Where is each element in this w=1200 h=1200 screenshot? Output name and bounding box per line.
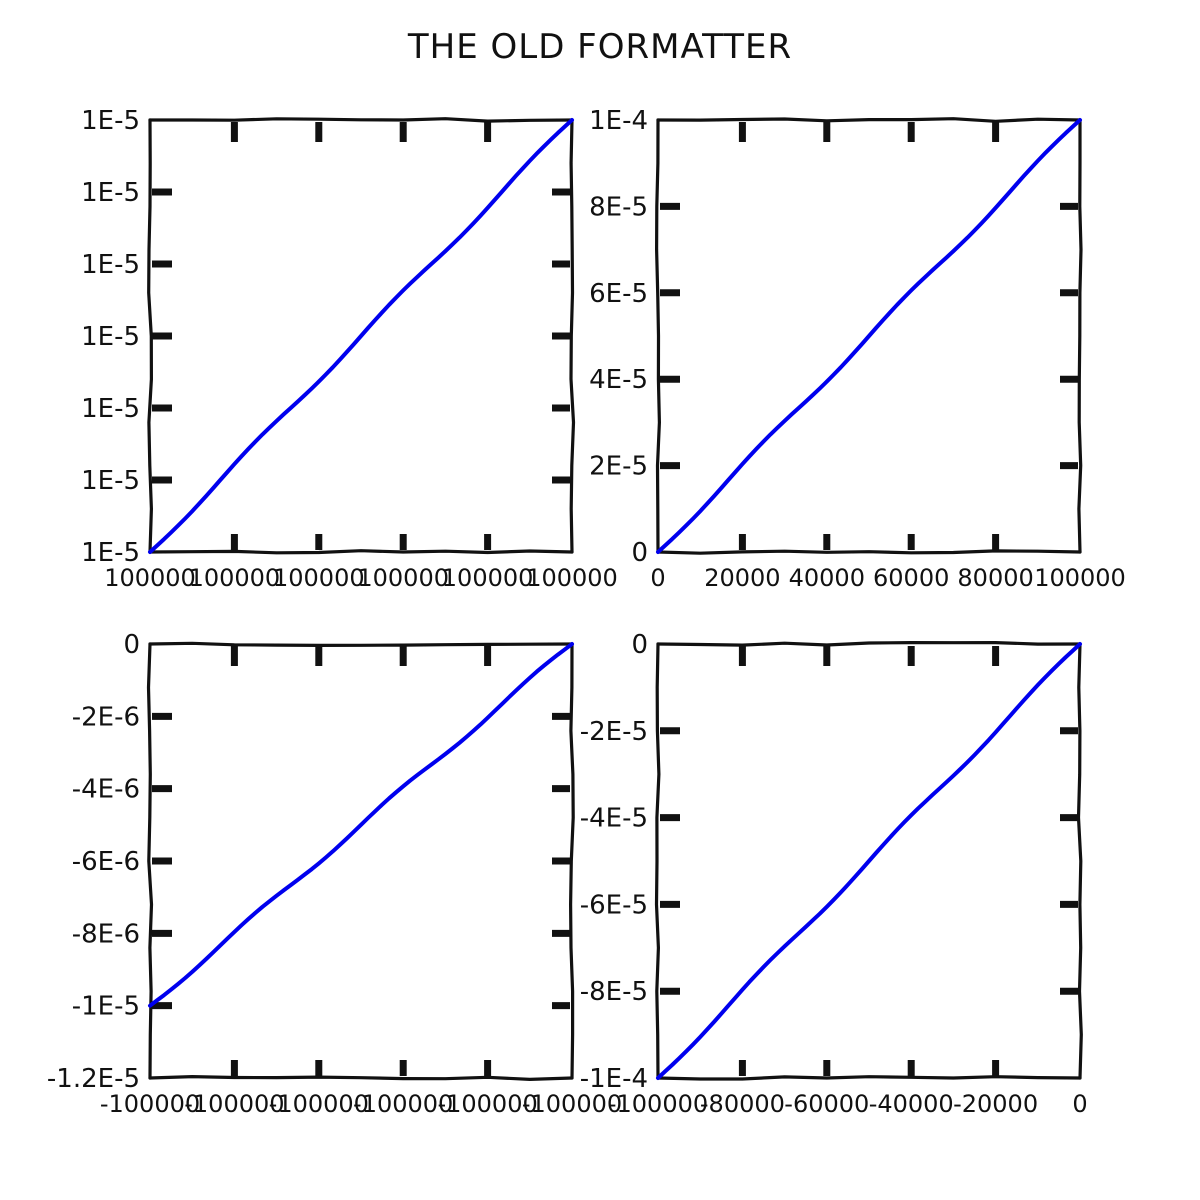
y-tick-label: 2E-5 bbox=[589, 452, 648, 482]
spine-right bbox=[569, 642, 575, 1080]
y-tick-label: -6E-5 bbox=[580, 890, 648, 920]
x-tick-label: -100000 bbox=[437, 1090, 537, 1118]
y-tick-label: 0 bbox=[123, 630, 140, 660]
x-tick-label: -100000 bbox=[353, 1090, 453, 1118]
x-tick-label: 20000 bbox=[704, 564, 780, 592]
x-tick-label: -100000 bbox=[100, 1090, 200, 1118]
x-tick-label: 100000 bbox=[357, 564, 449, 592]
spine-bottom bbox=[656, 1075, 1082, 1081]
spine-bottom bbox=[656, 549, 1082, 555]
y-tick-label: -6E-6 bbox=[72, 847, 140, 877]
y-tick-label: 1E-4 bbox=[589, 106, 648, 136]
y-tick-label: 1E-5 bbox=[81, 394, 140, 424]
subplot-2: 0 20000 40000 60000 80000 100000 0 2E-5 4E-5 6E-5… bbox=[589, 106, 1126, 592]
subplots: 1000001000001000001000001000001000001E-5… bbox=[47, 106, 1126, 1118]
y-tick-label: -1E-4 bbox=[580, 1064, 648, 1094]
y-tick-label: 1E-5 bbox=[81, 322, 140, 352]
spine-top bbox=[656, 117, 1082, 123]
x-tick-label: -100000 bbox=[184, 1090, 284, 1118]
x-tick-label: -100000 bbox=[522, 1090, 622, 1118]
y-tick-label: -1.2E-5 bbox=[47, 1064, 140, 1094]
subplot-3: -100000-100000-100000-100000-100000-1000… bbox=[47, 630, 622, 1118]
x-tick-label: 60000 bbox=[873, 564, 949, 592]
x-tick-label: 100000 bbox=[526, 564, 618, 592]
x-tick-label: 100000 bbox=[104, 564, 196, 592]
y-tick-label: -2E-5 bbox=[580, 717, 648, 747]
spine-bottom bbox=[148, 549, 574, 555]
x-tick-label: 100000 bbox=[273, 564, 365, 592]
x-tick-label: 80000 bbox=[957, 564, 1033, 592]
spine-left bbox=[654, 642, 661, 1080]
x-tick-label: -60000 bbox=[784, 1090, 869, 1118]
x-tick-label: 0 bbox=[650, 564, 665, 592]
spine-left bbox=[655, 118, 661, 554]
spine-top bbox=[148, 641, 574, 647]
series-line-1 bbox=[656, 642, 1082, 1080]
series-line-1 bbox=[656, 118, 1082, 554]
x-tick-label: -100000 bbox=[608, 1090, 708, 1118]
y-tick-label: 1E-5 bbox=[81, 250, 140, 280]
y-tick-label: -8E-6 bbox=[72, 919, 140, 949]
y-tick-label: 1E-5 bbox=[81, 466, 140, 496]
spine-top bbox=[656, 641, 1082, 647]
x-tick-label: -40000 bbox=[869, 1090, 954, 1118]
subplot-4: -100000-80000 -60000 -40000 -20000 0 -1E-4 -8E… bbox=[580, 630, 1088, 1118]
y-tick-label: 0 bbox=[631, 538, 648, 568]
x-tick-label: -80000 bbox=[700, 1090, 785, 1118]
series-line-1 bbox=[148, 642, 574, 1008]
spine-bottom bbox=[148, 1075, 574, 1081]
y-tick-label: -2E-6 bbox=[72, 702, 140, 732]
y-tick-label: -1E-5 bbox=[72, 992, 140, 1022]
y-tick-label: 6E-5 bbox=[589, 279, 648, 309]
x-tick-label: 100000 bbox=[442, 564, 534, 592]
x-tick-label: -20000 bbox=[953, 1090, 1038, 1118]
y-tick-label: 4E-5 bbox=[589, 365, 648, 395]
x-tick-label: 100000 bbox=[1034, 564, 1126, 592]
series-line-1 bbox=[148, 118, 574, 554]
spine-right bbox=[1076, 642, 1083, 1080]
y-tick-label: -4E-6 bbox=[72, 775, 140, 805]
spine-right bbox=[1077, 118, 1083, 554]
y-tick-label: 1E-5 bbox=[81, 178, 140, 208]
figure-title: THE OLD FORMATTER bbox=[407, 27, 792, 67]
y-tick-label: 0 bbox=[631, 630, 648, 660]
y-tick-label: -4E-5 bbox=[580, 804, 648, 834]
x-tick-label: 40000 bbox=[789, 564, 865, 592]
x-tick-label: 100000 bbox=[189, 564, 281, 592]
spine-top bbox=[148, 117, 574, 123]
y-tick-label: 1E-5 bbox=[81, 106, 140, 136]
x-tick-label: -100000 bbox=[269, 1090, 369, 1118]
spine-right bbox=[569, 118, 576, 554]
spine-left bbox=[147, 118, 153, 554]
x-tick-label: 0 bbox=[1072, 1090, 1087, 1118]
y-tick-label: 8E-5 bbox=[589, 192, 648, 222]
y-tick-label: 1E-5 bbox=[81, 538, 140, 568]
subplot-1: 1000001000001000001000001000001000001E-5… bbox=[81, 106, 618, 592]
y-tick-label: -8E-5 bbox=[580, 977, 648, 1007]
